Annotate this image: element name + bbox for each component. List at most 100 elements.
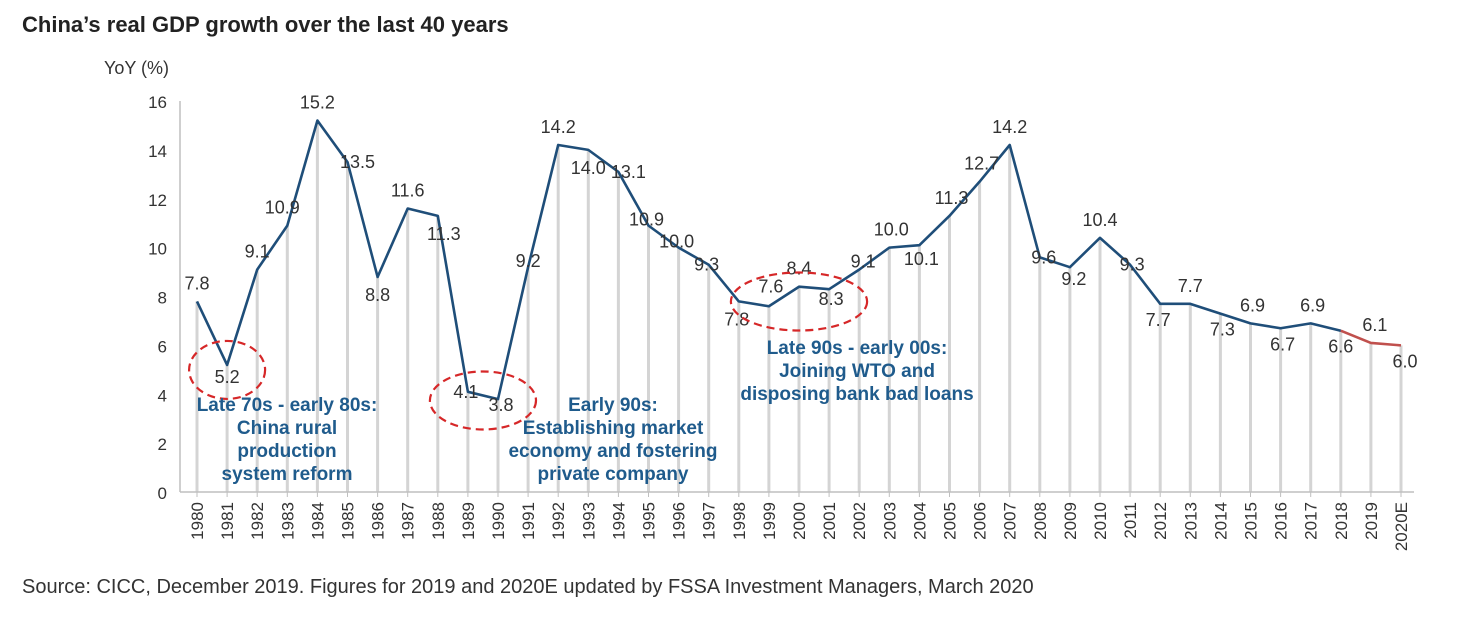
annotation-line: private company (538, 464, 689, 485)
y-axis-ticks: 0 2 4 6 8 10 12 14 16 (148, 93, 167, 503)
highlight-circle (428, 370, 538, 431)
x-tick-label: 2014 (1211, 502, 1230, 540)
data-label: 14.2 (992, 117, 1027, 137)
x-tick-label: 1998 (730, 502, 749, 540)
data-label: 9.6 (1031, 247, 1056, 267)
data-label: 15.2 (300, 93, 335, 113)
x-tick-label: 1990 (489, 502, 508, 540)
x-tick-label: 1983 (278, 502, 297, 540)
data-label: 9.2 (1061, 269, 1086, 289)
data-label: 10.1 (904, 249, 939, 269)
y-tick-label: 16 (148, 93, 167, 112)
x-tick-label: 1991 (519, 502, 538, 540)
x-tick-label: 2000 (790, 502, 809, 540)
data-label: 10.0 (874, 220, 909, 240)
x-tick-label: 2013 (1181, 502, 1200, 540)
data-label: 14.2 (541, 117, 576, 137)
data-label: 7.7 (1178, 276, 1203, 296)
highlight-circle (188, 339, 267, 401)
data-label: 10.9 (265, 198, 300, 218)
x-tick-label: 2017 (1302, 502, 1321, 540)
x-tick-label: 1992 (549, 502, 568, 540)
y-axis-label: YoY (%) (104, 58, 169, 78)
annotation-line: Late 70s - early 80s: (197, 395, 378, 416)
x-tick-label: 1999 (760, 502, 779, 540)
y-tick-label: 10 (148, 240, 167, 259)
x-tick-label: 1995 (640, 502, 659, 540)
annotation-line: disposing bank bad loans (740, 384, 973, 405)
data-label: 6.1 (1362, 315, 1387, 335)
x-tick-label: 2019 (1362, 502, 1381, 540)
annotation-line: Early 90s: (568, 395, 658, 416)
annotation-line: production (237, 441, 336, 462)
data-label: 6.9 (1240, 295, 1265, 315)
data-label: 8.4 (786, 259, 811, 279)
x-tick-label: 2006 (971, 502, 990, 540)
x-tick-label: 2016 (1272, 502, 1291, 540)
y-tick-label: 14 (148, 142, 167, 161)
gdp-estimate-line (1340, 329, 1402, 347)
x-tick-label: 2015 (1242, 502, 1261, 540)
data-label: 7.8 (724, 309, 749, 329)
data-label: 3.8 (488, 395, 513, 415)
data-label: 6.7 (1270, 334, 1295, 354)
x-tick-label: 2008 (1031, 502, 1050, 540)
x-tick-label: 1980 (188, 502, 207, 540)
x-tick-label: 2001 (820, 502, 839, 540)
data-label: 10.9 (629, 210, 664, 230)
x-tick-label: 2018 (1332, 502, 1351, 540)
x-tick-label: 1988 (429, 502, 448, 540)
data-label: 7.8 (184, 273, 209, 293)
x-tick-label: 2009 (1061, 502, 1080, 540)
x-axis-ticks: 1980 1981 1982 1983 1984 1985 1986 1987 1988 1989… (188, 492, 1411, 551)
data-label: 8.8 (365, 285, 390, 305)
x-tick-label: 2007 (1001, 502, 1020, 540)
data-label: 13.1 (611, 162, 646, 182)
x-tick-label: 1982 (248, 502, 267, 540)
y-tick-label: 8 (158, 289, 167, 308)
x-tick-label: 1985 (339, 502, 358, 540)
data-label: 7.3 (1210, 320, 1235, 340)
highlight-circle (729, 271, 869, 332)
x-tick-label: 2002 (850, 502, 869, 540)
data-label: 6.6 (1328, 337, 1353, 357)
data-label: 9.1 (245, 242, 270, 262)
y-tick-label: 2 (158, 435, 167, 454)
data-label: 7.7 (1146, 310, 1171, 330)
data-label: 4.1 (453, 382, 478, 402)
x-tick-label: 1986 (369, 502, 388, 540)
data-label: 13.5 (340, 152, 375, 172)
gdp-series (195, 119, 1402, 401)
x-tick-label: 1993 (579, 502, 598, 540)
x-tick-label: 1994 (609, 502, 628, 540)
annotation-line: Establishing market (523, 418, 704, 439)
data-label: 5.2 (215, 367, 240, 387)
data-label: 11.3 (427, 224, 461, 244)
x-tick-label: 2020E (1392, 502, 1411, 551)
data-label: 9.3 (694, 255, 719, 275)
data-label: 10.4 (1082, 210, 1117, 230)
x-tick-label: 1997 (700, 502, 719, 540)
data-label: 6.9 (1300, 295, 1325, 315)
gdp-series-line (195, 119, 1342, 401)
data-label: 11.3 (935, 188, 969, 208)
x-tick-label: 2003 (880, 502, 899, 540)
annotation-line: China rural (237, 418, 337, 439)
y-tick-label: 6 (158, 337, 167, 356)
data-label: 9.3 (1120, 255, 1145, 275)
data-label: 10.0 (659, 232, 694, 252)
data-label: 7.6 (758, 276, 783, 296)
highlight-circles (188, 271, 869, 431)
y-tick-label: 0 (158, 484, 167, 503)
x-tick-label: 2011 (1121, 502, 1140, 539)
x-tick-label: 2012 (1151, 502, 1170, 540)
chart-title: China’s real GDP growth over the last 40… (22, 12, 509, 37)
x-tick-label: 1989 (459, 502, 478, 540)
data-label: 9.2 (516, 251, 541, 271)
annotation-line: economy and fostering (508, 441, 717, 462)
annotation-line: Joining WTO and (779, 361, 935, 382)
data-label: 12.7 (964, 154, 999, 174)
x-tick-label: 1984 (308, 502, 327, 540)
data-label: 9.1 (851, 252, 876, 272)
